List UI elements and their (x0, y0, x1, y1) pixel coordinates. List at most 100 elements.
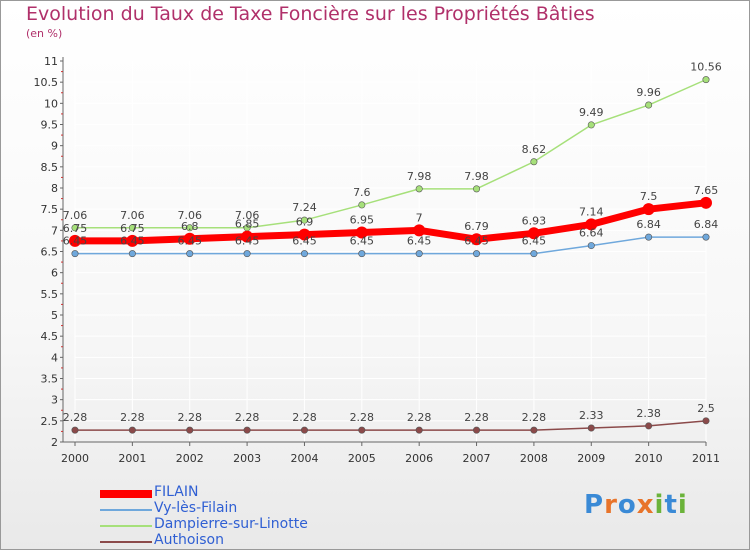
y-tick-label: 5.5 (41, 288, 59, 301)
data-point (126, 234, 139, 247)
data-label: 7.6 (353, 186, 371, 199)
data-label: 6.95 (350, 213, 375, 226)
data-label: 2.33 (579, 409, 604, 422)
data-point (587, 242, 595, 250)
data-label: 2.28 (177, 411, 202, 424)
data-label: 2.38 (636, 407, 661, 420)
data-point (71, 224, 79, 232)
data-point (530, 158, 538, 166)
data-point (186, 250, 194, 258)
legend-swatch (100, 525, 152, 527)
logo-letter: o (617, 490, 637, 520)
data-label: 6.45 (464, 235, 489, 248)
data-label: 7.06 (120, 209, 145, 222)
data-point (300, 216, 308, 224)
data-point (243, 250, 251, 258)
data-label: 6.84 (694, 218, 719, 231)
data-point (300, 250, 308, 258)
data-label: 7.06 (235, 209, 260, 222)
data-label: 2.5 (697, 402, 715, 415)
legend-item: Vy-lès-Filain (100, 500, 400, 516)
legend-item: Dampierre-sur-Linotte (100, 516, 400, 532)
data-label: 7.98 (464, 170, 489, 183)
data-label: 6.45 (120, 235, 145, 248)
data-point (702, 417, 710, 425)
data-point (183, 232, 196, 245)
data-label: 2.28 (464, 411, 489, 424)
x-tick-label: 2002 (176, 452, 204, 465)
x-tick-label: 2007 (463, 452, 491, 465)
y-tick-label: 4.5 (41, 330, 59, 343)
y-tick-label: 8 (51, 182, 58, 195)
logo-letter: x (636, 490, 655, 520)
y-tick-label: 3.5 (41, 373, 59, 386)
data-label: 10.56 (690, 61, 722, 74)
legend-label: Authoison (154, 532, 224, 548)
data-point (415, 185, 423, 193)
data-point (642, 203, 655, 216)
data-label: 6.79 (464, 220, 489, 233)
line-chart: 2 2.5 3 3.5 4 4.5 5 5.5 6 6.5 7 7.5 8 8.5 9 9.5 10 10.5 11… (34, 55, 722, 465)
data-label: 8.62 (522, 143, 547, 156)
legend-item: Authoison (100, 532, 400, 548)
data-point (71, 250, 79, 258)
series-line (74, 420, 707, 431)
y-tick-label: 5 (51, 309, 58, 322)
y-tick-label: 3 (51, 394, 58, 407)
data-label: 6.45 (235, 235, 260, 248)
x-tick-label: 2011 (692, 452, 720, 465)
data-point (69, 234, 81, 247)
data-point (355, 226, 368, 239)
legend-label: Dampierre-sur-Linotte (154, 516, 308, 532)
data-label: 6.45 (177, 235, 202, 248)
data-point (702, 233, 710, 241)
data-label: 7.14 (579, 205, 604, 218)
x-tick-label: 2010 (635, 452, 663, 465)
data-label: 6.45 (522, 235, 547, 248)
data-point (71, 426, 79, 434)
data-label: 6.45 (292, 235, 317, 248)
proxiti-logo: Proxiti (584, 490, 688, 520)
data-label: 9.96 (636, 86, 661, 99)
logo-letter: i (654, 490, 665, 520)
data-point (128, 426, 136, 434)
data-label: 6.64 (579, 227, 604, 240)
logo-letter: t (664, 490, 678, 520)
data-point (243, 426, 251, 434)
data-label: 9.49 (579, 106, 604, 119)
data-point (645, 101, 653, 109)
y-tick-label: 6 (51, 267, 58, 280)
data-label: 6.45 (63, 235, 88, 248)
y-tick-label: 7.5 (41, 203, 59, 216)
data-point (241, 230, 254, 243)
data-label: 2.28 (292, 411, 317, 424)
legend-swatch (100, 490, 152, 498)
data-point (645, 233, 653, 241)
y-tick-label: 8.5 (41, 161, 59, 174)
data-label: 7.98 (407, 170, 432, 183)
y-tick-label: 9.5 (41, 119, 59, 132)
y-tick-label: 6.5 (41, 246, 59, 259)
legend-label: Vy-lès-Filain (154, 500, 238, 516)
logo-letter: r (604, 490, 618, 520)
logo-letter: i (677, 490, 688, 520)
series-line (74, 236, 707, 255)
legend-item: FILAIN (100, 484, 400, 500)
data-label: 7 (416, 211, 423, 224)
data-label: 6.45 (407, 235, 432, 248)
data-point (186, 224, 194, 232)
data-label: 2.28 (235, 411, 260, 424)
x-tick-label: 2001 (118, 452, 146, 465)
chart-subtitle: (en %) (26, 27, 63, 40)
data-label: 6.84 (636, 218, 661, 231)
data-label: 2.28 (120, 411, 145, 424)
data-point (128, 250, 136, 258)
series-line (71, 199, 710, 245)
x-tick-label: 2008 (520, 452, 548, 465)
data-point (415, 250, 423, 258)
data-label: 7.06 (177, 209, 202, 222)
data-label: 7.65 (694, 184, 719, 197)
data-point (298, 228, 311, 241)
y-tick-label: 7 (51, 224, 58, 237)
